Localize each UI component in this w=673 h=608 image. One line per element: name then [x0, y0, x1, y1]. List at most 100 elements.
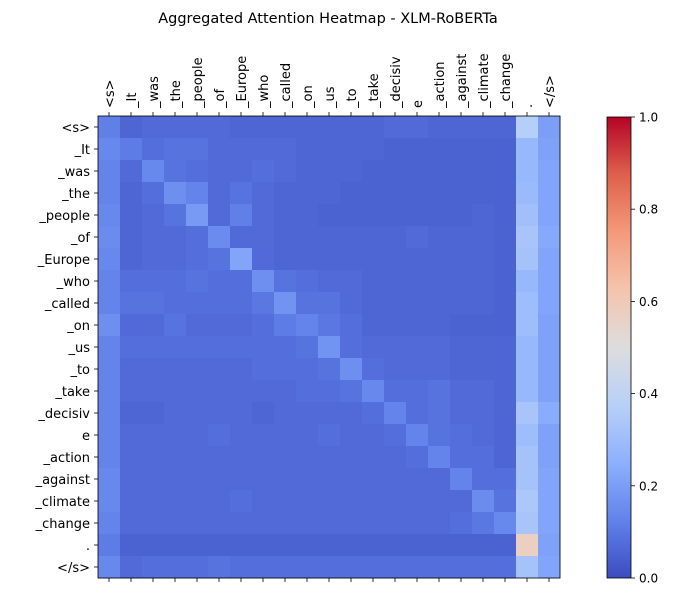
heatmap-cell	[494, 534, 517, 557]
heatmap-cell	[406, 336, 429, 359]
heatmap-cell	[538, 248, 561, 271]
heatmap-cell	[494, 424, 517, 447]
heatmap-cell	[274, 490, 297, 513]
heatmap-cell	[538, 270, 561, 293]
heatmap-cell	[340, 314, 363, 337]
x-tick-label: _who	[257, 75, 272, 109]
heatmap-cell	[296, 292, 319, 315]
colorbar-gradient	[606, 116, 632, 579]
heatmap-cell	[98, 556, 121, 579]
heatmap-cell	[428, 160, 451, 183]
colorbar: 0.0 0.2 0.4 0.6 0.8 1.0	[606, 111, 658, 586]
heatmap-cell	[208, 314, 231, 337]
heatmap-cell	[208, 468, 231, 491]
heatmap-cell	[164, 446, 187, 469]
heatmap-cell	[98, 512, 121, 535]
y-tick-label: .	[86, 539, 90, 554]
heatmap-cell	[208, 138, 231, 161]
heatmap-cell	[384, 490, 407, 513]
y-tick-label: _us	[67, 341, 90, 356]
heatmap-cell	[98, 314, 121, 337]
heatmap-cell	[318, 380, 341, 403]
heatmap-cell	[186, 248, 209, 271]
heatmap-cell	[406, 380, 429, 403]
heatmap-cell	[274, 292, 297, 315]
heatmap-cell	[208, 204, 231, 227]
heatmap-cell	[230, 204, 253, 227]
heatmap-cell	[362, 556, 385, 579]
heatmap-cell	[428, 556, 451, 579]
y-tick-label: _on	[66, 319, 90, 334]
heatmap-cell	[230, 402, 253, 425]
y-tick-label: _the	[61, 187, 90, 202]
heatmap-cell	[406, 138, 429, 161]
heatmap-cell	[208, 248, 231, 271]
heatmap-cell	[296, 204, 319, 227]
heatmap-cell	[98, 358, 121, 381]
heatmap-cell	[384, 204, 407, 227]
heatmap-cell	[494, 446, 517, 469]
heatmap-cell	[318, 138, 341, 161]
heatmap-cell	[340, 182, 363, 205]
heatmap-cell	[340, 292, 363, 315]
heatmap-cell	[142, 116, 165, 139]
heatmap-cell	[98, 204, 121, 227]
heatmap-cell	[274, 226, 297, 249]
heatmap-cell	[362, 446, 385, 469]
heatmap-cell	[516, 424, 539, 447]
heatmap-cell	[494, 270, 517, 293]
heatmap-cell	[428, 534, 451, 557]
heatmap-cell	[406, 116, 429, 139]
heatmap-cell	[208, 534, 231, 557]
heatmap-cell	[98, 182, 121, 205]
heatmap-cell	[516, 116, 539, 139]
heatmap-cell	[340, 490, 363, 513]
heatmap-cell	[142, 358, 165, 381]
heatmap-cell	[384, 556, 407, 579]
heatmap-cell	[252, 336, 275, 359]
heatmap-cell	[274, 424, 297, 447]
heatmap-cell	[450, 402, 473, 425]
heatmap-cell	[186, 116, 209, 139]
heatmap-cell	[120, 248, 143, 271]
heatmap-cell	[296, 116, 319, 139]
heatmap-cell	[274, 160, 297, 183]
heatmap-cell	[494, 358, 517, 381]
heatmap-cell	[494, 160, 517, 183]
heatmap-cell	[296, 424, 319, 447]
heatmap-cell	[142, 336, 165, 359]
heatmap-cell	[186, 490, 209, 513]
heatmap-cell	[406, 512, 429, 535]
heatmap-cell	[384, 534, 407, 557]
heatmap-cell	[538, 336, 561, 359]
heatmap-cell	[164, 116, 187, 139]
heatmap-cell	[494, 248, 517, 271]
heatmap-cell	[252, 204, 275, 227]
heatmap-cell	[516, 248, 539, 271]
heatmap-cell	[472, 226, 495, 249]
x-tick-label: _change	[499, 54, 514, 109]
heatmap-cell	[142, 226, 165, 249]
heatmap-cell	[538, 490, 561, 513]
heatmap-cell	[230, 424, 253, 447]
heatmap-cell	[296, 380, 319, 403]
heatmap-cell	[252, 468, 275, 491]
heatmap-cell	[450, 380, 473, 403]
heatmap-cell	[120, 556, 143, 579]
heatmap-cell	[428, 314, 451, 337]
heatmap-cell	[98, 534, 121, 557]
heatmap-cell	[384, 336, 407, 359]
heatmap-cell	[538, 380, 561, 403]
heatmap-cell	[538, 226, 561, 249]
heatmap-cell	[274, 314, 297, 337]
heatmap-cell	[296, 138, 319, 161]
heatmap-axes: <s> _It _was _the _people _of _Europe _who _call…	[34, 53, 561, 582]
heatmap-cell	[274, 380, 297, 403]
heatmap-cell	[406, 490, 429, 513]
heatmap-cell	[362, 292, 385, 315]
heatmap-cell	[274, 116, 297, 139]
heatmap-cell	[362, 270, 385, 293]
heatmap-cell	[340, 226, 363, 249]
heatmap-cell	[450, 424, 473, 447]
heatmap-cell	[98, 248, 121, 271]
